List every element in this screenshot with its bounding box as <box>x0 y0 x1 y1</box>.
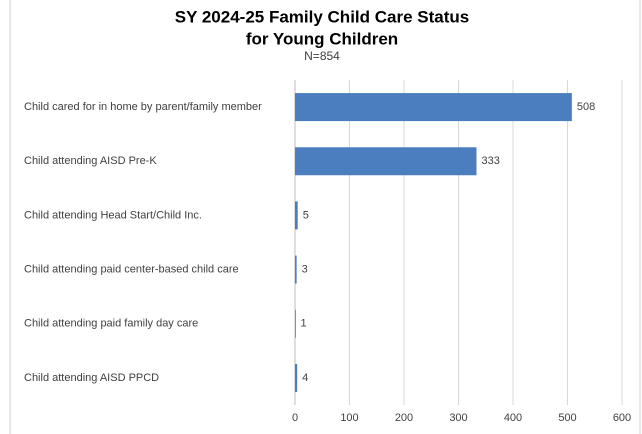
x-tick-label: 400 <box>504 412 522 424</box>
data-label: 508 <box>577 101 595 113</box>
data-label: 3 <box>302 263 308 275</box>
x-tick-label: 300 <box>449 412 467 424</box>
chart-subtitle: N=854 <box>304 49 340 63</box>
y-tick-label: Child attending paid center-based child … <box>24 263 239 275</box>
x-tick-label: 200 <box>395 412 413 424</box>
chart-frame <box>9 0 641 434</box>
x-tick-label: 0 <box>292 412 298 424</box>
x-tick-label: 600 <box>613 412 631 424</box>
data-label: 5 <box>303 209 309 221</box>
y-tick-label: Child attending AISD PPCD <box>24 372 159 384</box>
bar <box>295 147 477 176</box>
y-tick-label: Child attending paid family day care <box>24 318 198 330</box>
x-tick-label: 100 <box>340 412 358 424</box>
data-label: 1 <box>301 318 307 330</box>
y-tick-label: Child attending Head Start/Child Inc. <box>24 209 202 221</box>
y-tick-label: Child cared for in home by parent/family… <box>24 101 262 113</box>
bar <box>295 309 296 338</box>
data-label: 333 <box>481 155 499 167</box>
x-tick-label: 500 <box>558 412 576 424</box>
chart-title: SY 2024-25 Family Child Care Status <box>175 7 469 26</box>
y-tick-label: Child attending AISD Pre-K <box>24 155 157 167</box>
bar <box>295 93 572 122</box>
chart-title: for Young Children <box>246 29 398 48</box>
data-label: 4 <box>302 372 308 384</box>
bar <box>295 255 297 284</box>
bar <box>295 363 298 392</box>
bar <box>295 201 298 230</box>
